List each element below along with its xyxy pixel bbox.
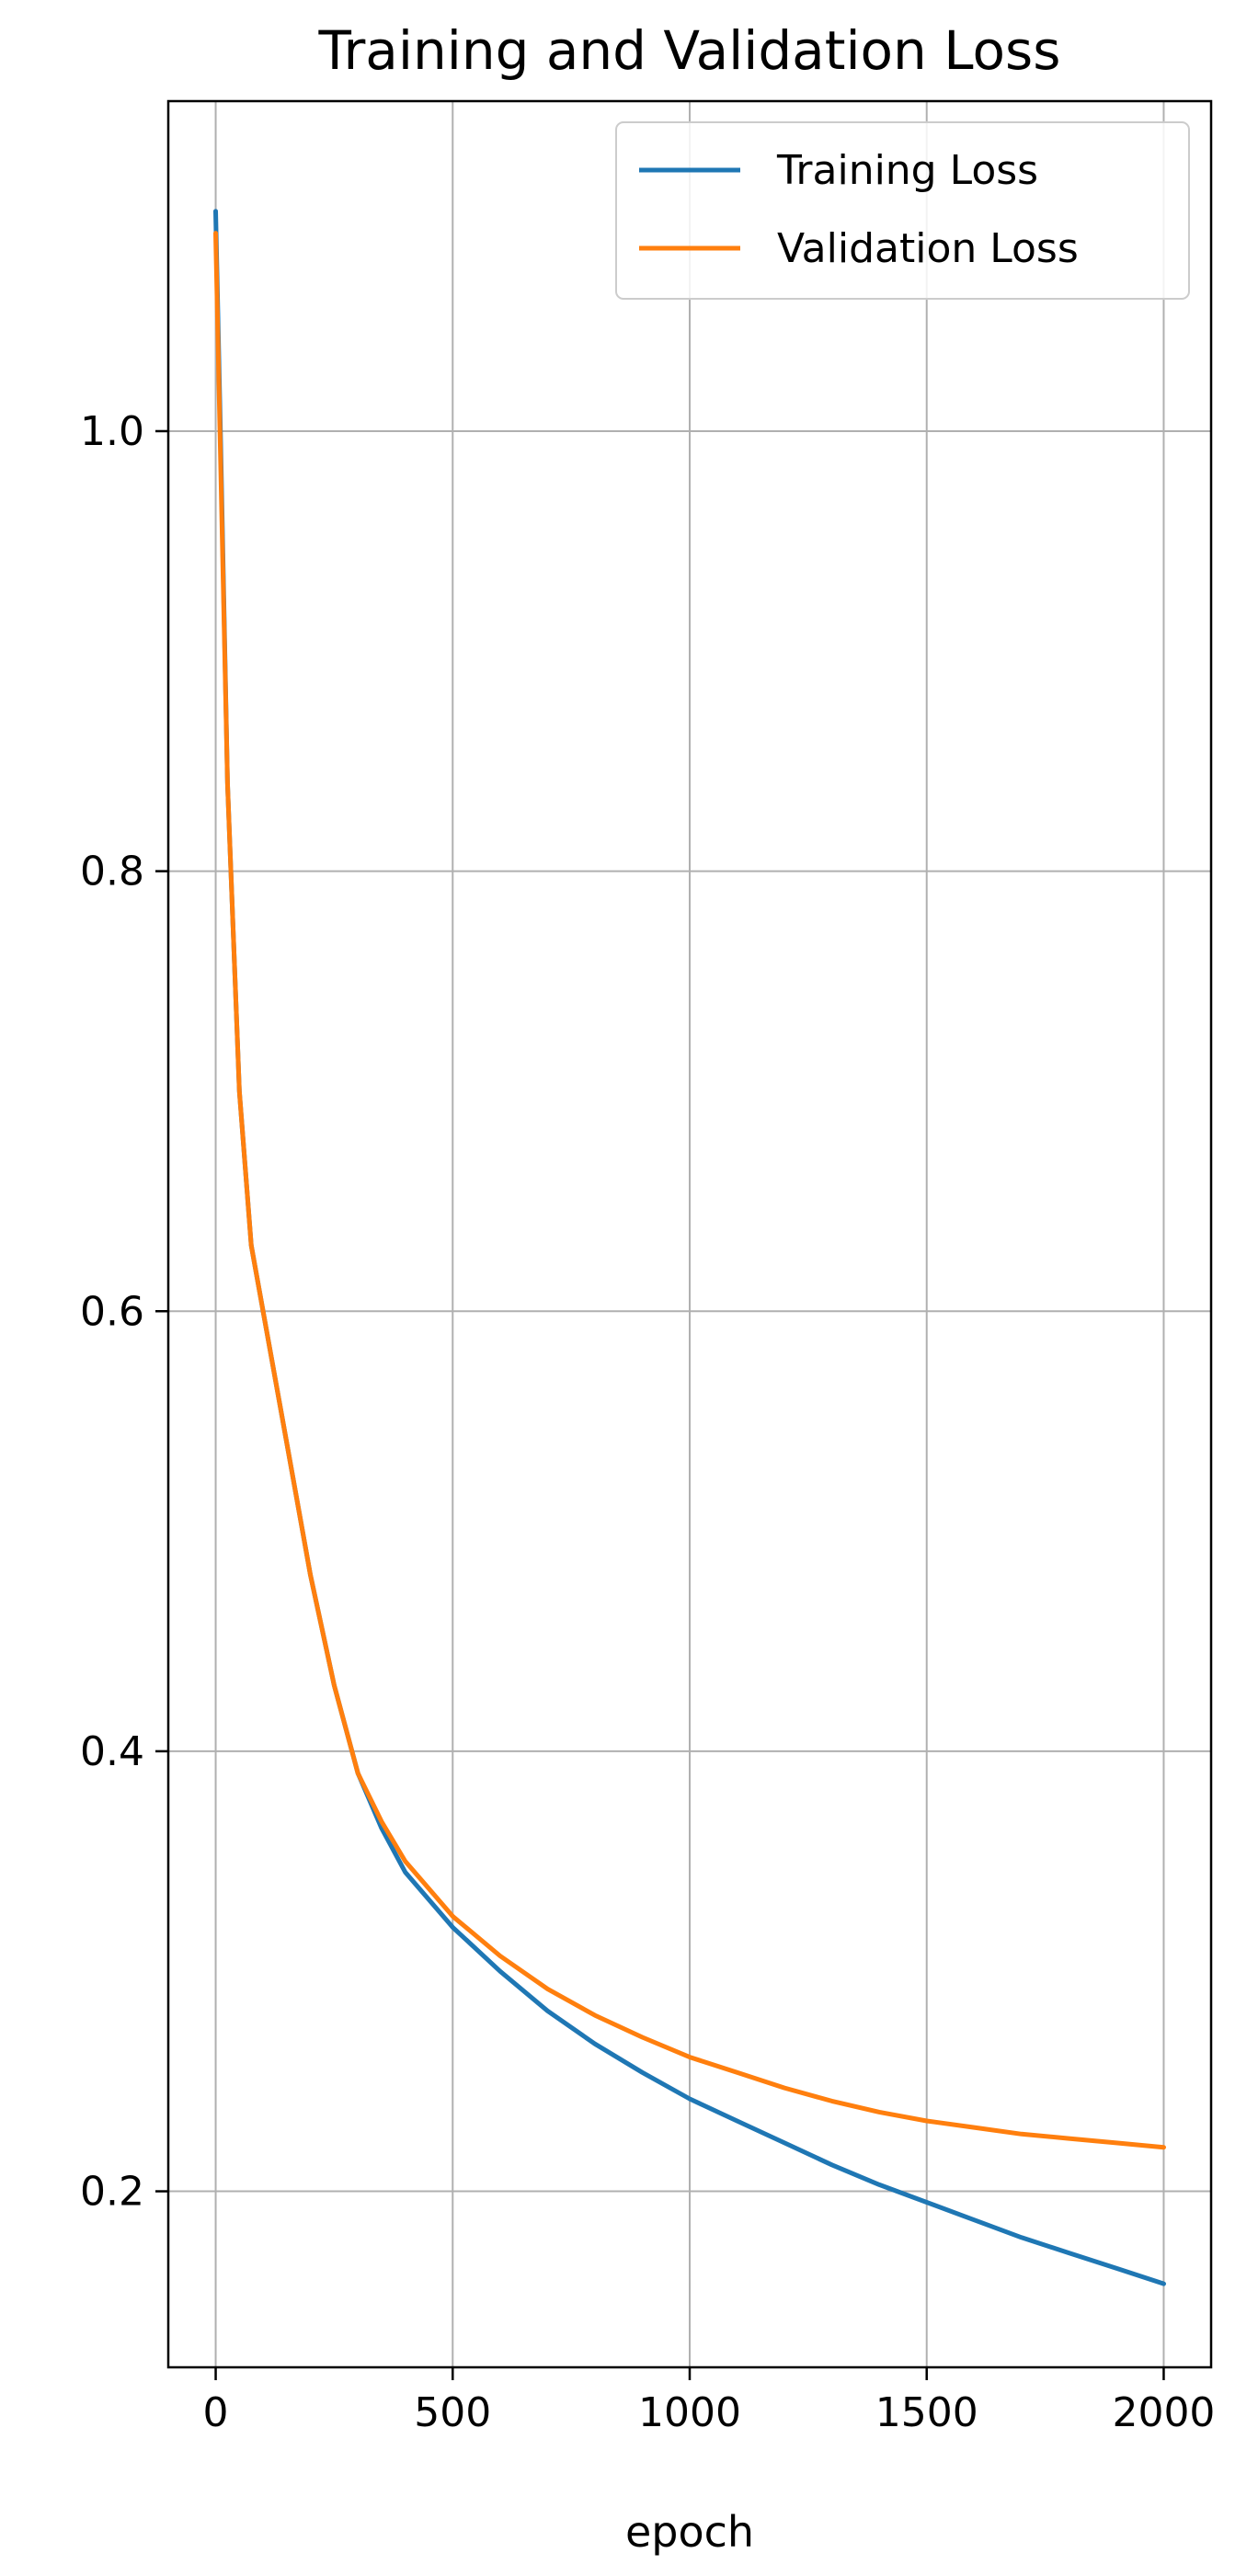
x-tick-label: 0 — [203, 2389, 229, 2436]
legend-label-validation: Validation Loss — [777, 225, 1079, 272]
y-tick-label: 0.4 — [80, 1728, 144, 1775]
legend-label-training: Training Loss — [776, 147, 1038, 194]
ticks-layer: 0 500 1000 1500 2000 0.2 0.4 0.6 0.8 1.0 — [80, 408, 1215, 2436]
grid-layer — [168, 101, 1211, 2367]
y-tick-label: 0.8 — [80, 849, 144, 895]
legend-box — [615, 121, 1190, 300]
legend: Training Loss Validation Loss — [615, 121, 1190, 300]
series-line-validation-loss — [213, 231, 1166, 2150]
x-tick-label: 2000 — [1112, 2389, 1215, 2436]
y-tick-label: 0.6 — [80, 1288, 144, 1335]
y-tick-label: 0.2 — [80, 2169, 144, 2216]
x-tick-label: 500 — [414, 2389, 491, 2436]
x-tick-label: 1500 — [875, 2389, 978, 2436]
x-axis-label: epoch — [625, 2507, 754, 2557]
x-tick-label: 1000 — [638, 2389, 741, 2436]
y-tick-label: 1.0 — [80, 408, 144, 455]
chart-title: Training and Validation Loss — [318, 19, 1061, 82]
lines-layer — [213, 209, 1166, 2286]
